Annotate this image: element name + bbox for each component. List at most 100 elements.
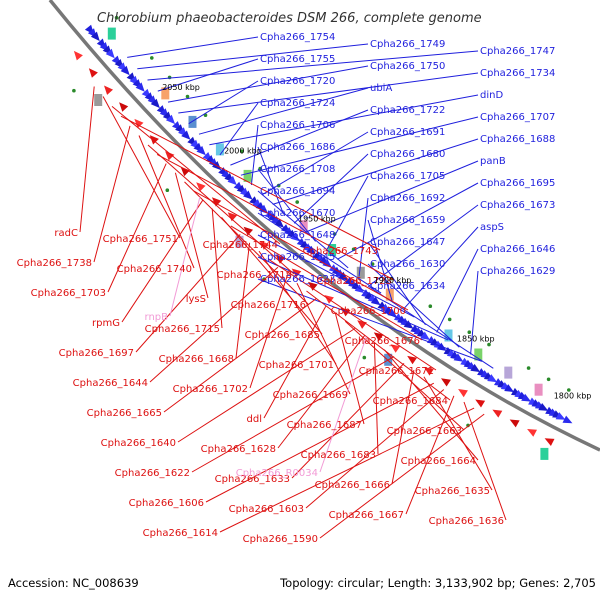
gene-leader-line <box>219 102 259 156</box>
gene-leader-line <box>167 65 369 103</box>
gene-label-rna[interactable]: Cpha266_R0034 <box>236 468 318 479</box>
gene-leader-line <box>261 131 369 196</box>
gene-label-reverse[interactable]: rpmG <box>92 318 120 329</box>
reverse-gene-arrow <box>407 355 417 365</box>
gene-label-reverse[interactable]: Cpha266_1683 <box>301 450 376 461</box>
gene-label-reverse[interactable]: Cpha266_1666 <box>315 480 390 491</box>
gene-label-reverse[interactable]: Cpha266_1663 <box>387 426 462 437</box>
kbp-tick-label: 1900 kbp <box>374 276 412 285</box>
gene-label-reverse[interactable]: Cpha266_1665 <box>87 408 162 419</box>
gene-label-forward[interactable]: ubiA <box>370 83 392 94</box>
gene-label-reverse[interactable]: Cpha266_1718 <box>217 270 292 281</box>
gene-label-reverse[interactable]: Cpha266_1614 <box>143 528 218 539</box>
gene-label-reverse[interactable]: Cpha266_1715 <box>145 324 220 335</box>
gene-label-reverse[interactable]: Cpha266_1716 <box>231 300 306 311</box>
gene-label-reverse[interactable]: Cpha266_1603 <box>229 504 304 515</box>
gene-label-forward[interactable]: Cpha266_1645 <box>260 252 335 263</box>
gene-label-reverse[interactable]: Cpha266_1703 <box>31 288 106 299</box>
gene-label-forward[interactable]: panB <box>480 156 506 167</box>
gene-label-reverse[interactable]: Cpha266_1667 <box>329 510 404 521</box>
gene-label-forward[interactable]: Cpha266_1634 <box>370 281 445 292</box>
gene-label-forward[interactable]: Cpha266_1734 <box>480 68 555 79</box>
forward-gene-arrow <box>420 331 430 340</box>
gene-label-forward[interactable]: Cpha266_1659 <box>370 215 445 226</box>
gene-label-forward[interactable]: Cpha266_1707 <box>480 112 555 123</box>
gene-label-forward[interactable]: Cpha266_1705 <box>370 171 445 182</box>
gene-label-reverse[interactable]: Cpha266_1668 <box>159 354 234 365</box>
gene-label-forward[interactable]: Cpha266_1648 <box>260 230 335 241</box>
gene-label-reverse[interactable]: Cpha266_1664 <box>401 456 476 467</box>
gene-label-reverse[interactable]: Cpha266_1701 <box>259 360 334 371</box>
gene-label-reverse[interactable]: Cpha266_1636 <box>429 516 504 527</box>
gene-label-forward[interactable]: Cpha266_1692 <box>370 193 445 204</box>
gene-label-forward[interactable]: Cpha266_1750 <box>370 61 445 72</box>
gene-label-forward[interactable]: Cpha266_1706 <box>260 120 335 131</box>
forward-gene-arrow <box>120 65 130 76</box>
gene-label-reverse[interactable]: ddl <box>247 414 262 425</box>
kbp-tick-label: 1800 kbp <box>554 392 592 401</box>
gene-label-reverse[interactable]: Cpha266_1738 <box>17 258 92 269</box>
gene-label-reverse[interactable]: Cpha266_1628 <box>201 444 276 455</box>
gene-label-reverse[interactable]: Cpha266_1740 <box>117 264 192 275</box>
gene-label-forward[interactable]: Cpha266_1670 <box>260 208 335 219</box>
gene-label-forward[interactable]: aspS <box>480 222 504 233</box>
gene-leader-line <box>135 234 241 353</box>
gene-label-reverse[interactable]: Cpha266_1633 <box>215 474 290 485</box>
gene-label-forward[interactable]: Cpha266_1695 <box>480 178 555 189</box>
gene-label-forward[interactable]: Cpha266_1722 <box>370 105 445 116</box>
gene-label-forward[interactable]: dinD <box>480 90 503 101</box>
gene-label-forward[interactable]: Cpha266_1646 <box>480 244 555 255</box>
gene-label-reverse[interactable]: Cpha266_1590 <box>243 534 318 545</box>
gene-label-forward[interactable]: Cpha266_1688 <box>480 134 555 145</box>
gene-label-reverse[interactable]: Cpha266_1644 <box>73 378 148 389</box>
gene-label-reverse[interactable]: Cpha266_1702 <box>173 384 248 395</box>
gene-label-reverse[interactable]: radC <box>54 228 78 239</box>
gene-leader-line <box>93 125 131 263</box>
forward-gene-arrow <box>487 374 498 383</box>
gene-label-reverse[interactable]: lysS <box>186 294 206 305</box>
reverse-gene-arrow <box>458 389 468 398</box>
gene-label-forward[interactable]: Cpha266_1720 <box>260 76 335 87</box>
gene-label-reverse[interactable]: Cpha266_1687 <box>287 420 362 431</box>
gene-leader-line <box>319 413 485 539</box>
gene-label-forward[interactable]: Cpha266_1755 <box>260 54 335 65</box>
gene-label-reverse[interactable]: Cpha266_1700 <box>331 306 406 317</box>
gene-label-reverse[interactable]: Cpha266_1723 <box>317 276 392 287</box>
gene-label-forward[interactable]: Cpha266_1680 <box>370 149 445 160</box>
forward-gene-arrow <box>370 296 381 306</box>
gene-label-forward[interactable]: Cpha266_1629 <box>480 266 555 277</box>
gene-label-forward[interactable]: Cpha266_1747 <box>480 46 555 57</box>
gene-label-reverse[interactable]: Cpha266_1671 <box>359 366 434 377</box>
gene-leader-line <box>127 36 259 58</box>
gene-label-reverse[interactable]: Cpha266_1684 <box>373 396 448 407</box>
gene-label-reverse[interactable]: Cpha266_1622 <box>115 468 190 479</box>
reverse-gene-arrow <box>165 151 175 161</box>
gene-label-reverse[interactable]: Cpha266_1743 <box>303 246 378 257</box>
gene-label-reverse[interactable]: Cpha266_1685 <box>245 330 320 341</box>
gene-label-forward[interactable]: Cpha266_1708 <box>260 164 335 175</box>
gene-label-forward[interactable]: Cpha266_1647 <box>370 237 445 248</box>
reverse-gene-arrow <box>227 212 238 222</box>
gene-label-forward[interactable]: Cpha266_1623 <box>260 274 335 285</box>
gene-label-forward[interactable]: Cpha266_1691 <box>370 127 445 138</box>
gene-label-forward[interactable]: Cpha266_1694 <box>260 186 335 197</box>
gene-label-forward[interactable]: Cpha266_1686 <box>260 142 335 153</box>
gene-label-reverse[interactable]: Cpha266_1676 <box>345 336 420 347</box>
gene-label-forward[interactable]: Cpha266_1630 <box>370 259 445 270</box>
gene-label-reverse[interactable]: Cpha266_1751 <box>103 234 178 245</box>
gene-leader-line <box>373 342 379 455</box>
gene-label-reverse[interactable]: Cpha266_1635 <box>415 486 490 497</box>
gene-label-reverse[interactable]: Cpha266_1640 <box>101 438 176 449</box>
gene-label-reverse[interactable]: Cpha266_1744 <box>203 240 278 251</box>
gene-label-forward[interactable]: Cpha266_1749 <box>370 39 445 50</box>
gene-label-forward[interactable]: Cpha266_1673 <box>480 200 555 211</box>
forward-gene-arrow <box>227 175 237 186</box>
gene-label-rna[interactable]: rnpB <box>145 312 169 323</box>
gene-label-reverse[interactable]: Cpha266_1669 <box>273 390 348 401</box>
forward-gene-arrow <box>453 353 464 362</box>
gene-label-reverse[interactable]: Cpha266_1697 <box>59 348 134 359</box>
gene-label-reverse[interactable]: Cpha266_1606 <box>129 498 204 509</box>
gene-label-forward[interactable]: Cpha266_1724 <box>260 98 335 109</box>
feature-block <box>188 115 197 128</box>
gene-label-forward[interactable]: Cpha266_1754 <box>260 32 335 43</box>
